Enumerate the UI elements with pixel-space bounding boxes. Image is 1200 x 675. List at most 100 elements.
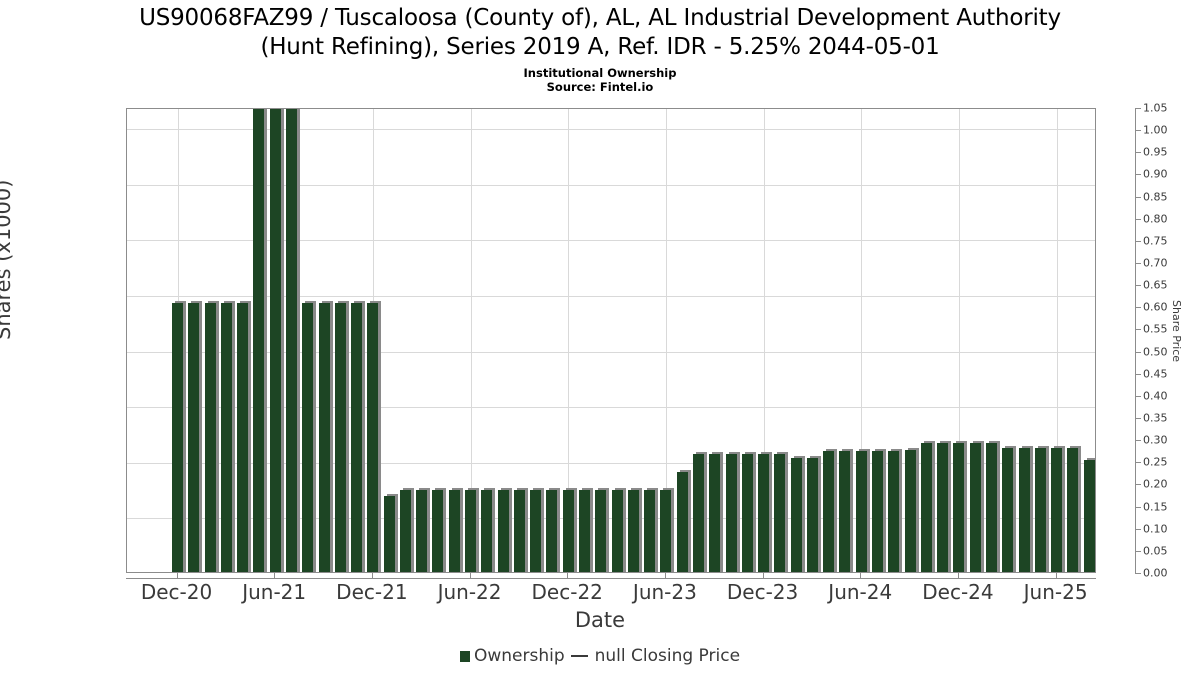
bar-item[interactable] xyxy=(188,300,203,572)
bar-fill xyxy=(888,450,900,572)
bar-item[interactable] xyxy=(204,300,219,572)
bar-item[interactable] xyxy=(725,452,740,572)
bar-fill xyxy=(937,442,949,572)
bar-fill xyxy=(318,302,330,572)
right-axis-tick-mark xyxy=(1135,218,1141,220)
bar-item[interactable] xyxy=(920,440,935,572)
bar-item[interactable] xyxy=(579,487,593,572)
bar-fill xyxy=(1018,447,1030,572)
right-axis-tick-label: 0.25 xyxy=(1143,455,1168,469)
bar-item[interactable] xyxy=(872,448,887,572)
bar-fill xyxy=(1067,447,1079,572)
bar-item[interactable] xyxy=(1002,445,1017,572)
bar-fill xyxy=(969,442,981,572)
bar-item[interactable] xyxy=(758,452,773,572)
bar-item[interactable] xyxy=(416,487,431,572)
bar-item[interactable] xyxy=(888,448,903,572)
bar-fill xyxy=(676,472,688,572)
gridline-vertical xyxy=(958,109,960,572)
bar-item[interactable] xyxy=(432,487,447,572)
bar-item[interactable] xyxy=(399,487,414,572)
right-axis-tick-mark xyxy=(1135,196,1141,198)
right-axis-tick-mark xyxy=(1135,528,1141,530)
bar-fill xyxy=(530,489,542,572)
bar-item[interactable] xyxy=(172,300,186,572)
bar-item[interactable] xyxy=(318,300,333,572)
right-axis-tick-mark xyxy=(1135,329,1141,331)
bar-fill xyxy=(562,489,574,572)
bar-fill xyxy=(1051,447,1063,572)
bar-item[interactable] xyxy=(855,448,870,572)
bar-item[interactable] xyxy=(1067,445,1082,572)
right-axis-tick-mark xyxy=(1135,108,1141,109)
bar-item[interactable] xyxy=(253,109,268,572)
bar-item[interactable] xyxy=(790,455,805,572)
bar-fill xyxy=(481,489,493,572)
right-axis-tick-label: 0.20 xyxy=(1143,477,1168,491)
right-axis-tick-label: 0.10 xyxy=(1143,522,1168,536)
bar-item[interactable] xyxy=(937,440,952,572)
legend-item-ownership[interactable]: Ownership xyxy=(459,646,565,666)
bar-item[interactable] xyxy=(367,300,382,572)
right-axis-tick-mark xyxy=(1135,573,1141,574)
right-axis-tick-label: 0.95 xyxy=(1143,145,1168,159)
bar-fill xyxy=(953,442,965,572)
bar-item[interactable] xyxy=(660,487,675,572)
bar-item[interactable] xyxy=(709,452,724,572)
bar-item[interactable] xyxy=(774,452,789,572)
bar-fill xyxy=(644,489,656,572)
bar-item[interactable] xyxy=(627,487,642,572)
bar-item[interactable] xyxy=(806,455,821,572)
bar-item[interactable] xyxy=(692,452,707,572)
bar-fill xyxy=(725,454,737,572)
bar-item[interactable] xyxy=(481,487,496,572)
legend-label-ownership: Ownership xyxy=(473,646,565,666)
bar-item[interactable] xyxy=(904,447,919,572)
legend-item-closing-price[interactable]: null Closing Price xyxy=(565,646,740,666)
bar-item[interactable] xyxy=(351,300,366,572)
gridline-vertical xyxy=(861,109,863,572)
right-axis-tick-label: 0.75 xyxy=(1143,234,1168,248)
bar-item[interactable] xyxy=(562,487,577,572)
bar-item[interactable] xyxy=(839,448,854,572)
bar-item[interactable] xyxy=(448,487,463,572)
bar-item[interactable] xyxy=(497,487,512,572)
right-axis-tick-label: 0.05 xyxy=(1143,544,1168,558)
right-axis-tick-label: 0.85 xyxy=(1143,190,1168,204)
right-axis-tick-mark xyxy=(1135,351,1141,353)
bar-item[interactable] xyxy=(1051,445,1066,572)
gridline-horizontal xyxy=(127,129,1095,131)
bar-item[interactable] xyxy=(285,109,300,572)
bar-item[interactable] xyxy=(383,494,398,572)
bar-item[interactable] xyxy=(595,487,610,572)
x-axis-tick-mark xyxy=(469,573,471,579)
x-axis-tick-mark xyxy=(664,573,666,579)
bar-item[interactable] xyxy=(465,487,480,572)
bar-item[interactable] xyxy=(302,300,317,572)
bar-item[interactable] xyxy=(546,487,561,572)
bar-item[interactable] xyxy=(513,487,528,572)
bar-item[interactable] xyxy=(1018,445,1033,572)
bar-fill xyxy=(334,302,346,572)
bar-item[interactable] xyxy=(530,487,545,572)
right-axis-tick-mark xyxy=(1135,373,1141,375)
bar-item[interactable] xyxy=(334,300,349,572)
bar-item[interactable] xyxy=(953,440,968,572)
bar-item[interactable] xyxy=(1034,445,1049,572)
bar-item[interactable] xyxy=(1083,457,1095,572)
right-axis-tick-mark xyxy=(1135,418,1141,419)
bar-item[interactable] xyxy=(644,487,659,572)
bar-item[interactable] xyxy=(986,440,1000,572)
bar-item[interactable] xyxy=(220,300,235,572)
bar-item[interactable] xyxy=(676,470,691,572)
bar-series-ownership xyxy=(127,109,1095,572)
bar-item[interactable] xyxy=(269,109,284,572)
x-axis-tick-mark xyxy=(1055,573,1057,579)
bar-item[interactable] xyxy=(611,487,626,572)
bar-item[interactable] xyxy=(969,440,984,572)
bar-item[interactable] xyxy=(741,452,756,572)
bar-item[interactable] xyxy=(237,300,252,572)
bar-item[interactable] xyxy=(823,448,838,572)
legend-line-icon xyxy=(570,655,588,657)
bar-fill xyxy=(774,454,786,572)
